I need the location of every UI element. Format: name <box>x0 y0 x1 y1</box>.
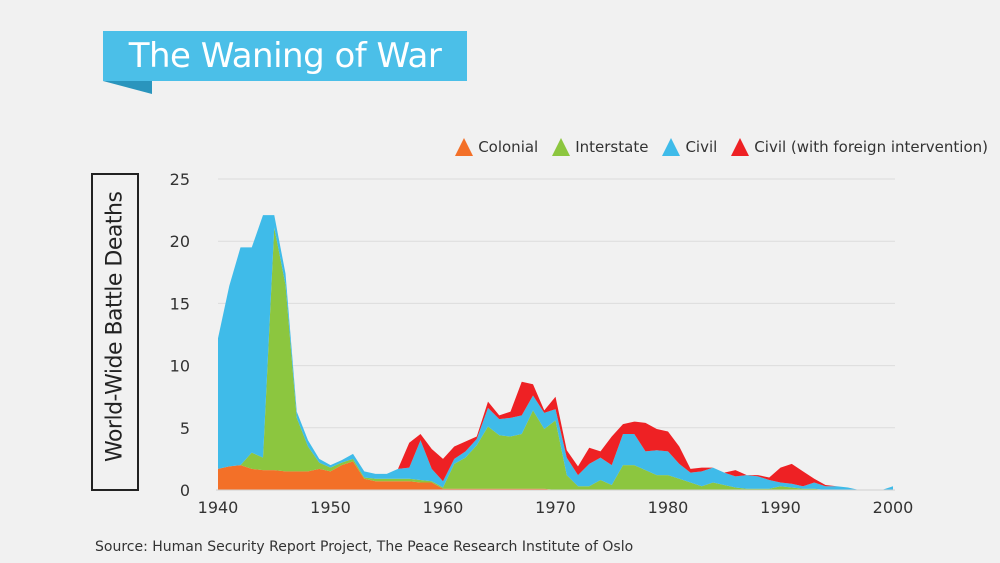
legend-item-civil: Civil <box>662 138 717 156</box>
legend-item-interstate: Interstate <box>552 138 648 156</box>
ylabel-frame <box>91 173 139 491</box>
y-tick-label: 10 <box>170 357 190 376</box>
x-tick-label: 1970 <box>535 498 576 517</box>
legend-label: Colonial <box>478 138 539 156</box>
y-tick-label: 25 <box>170 170 190 189</box>
legend-label: Interstate <box>575 138 649 156</box>
legend-item-civil-with-foreign-intervention: Civil (with foreign intervention) <box>731 138 988 156</box>
x-tick-label: 1960 <box>423 498 464 517</box>
legend-label: Civil (with foreign intervention) <box>754 138 988 156</box>
y-tick-label: 15 <box>170 294 190 313</box>
area-colonial <box>218 461 893 490</box>
area-interstate <box>218 227 893 491</box>
banner-fold <box>103 81 152 94</box>
legend-triangle-icon <box>662 138 681 156</box>
x-tick-label: 1940 <box>198 498 239 517</box>
legend-label: Civil <box>685 138 718 156</box>
legend-triangle-icon <box>455 138 474 156</box>
y-tick-label: 0 <box>180 481 190 500</box>
y-tick-label: 20 <box>170 232 190 251</box>
legend-item-colonial: Colonial <box>455 138 538 156</box>
source-note: Source: Human Security Report Project, T… <box>95 539 634 555</box>
x-tick-label: 2000 <box>873 498 914 517</box>
legend: Colonial Interstate Civil Civil (with forei… <box>455 138 988 156</box>
chart-title: The Waning of War <box>128 36 442 76</box>
legend-triangle-icon <box>731 138 750 156</box>
legend-triangle-icon <box>552 138 571 156</box>
y-tick-label: 5 <box>180 419 190 438</box>
banner-background <box>103 31 467 81</box>
x-tick-label: 1990 <box>760 498 801 517</box>
x-tick-label: 1980 <box>648 498 689 517</box>
x-tick-label: 1950 <box>310 498 351 517</box>
title-banner <box>103 31 467 94</box>
